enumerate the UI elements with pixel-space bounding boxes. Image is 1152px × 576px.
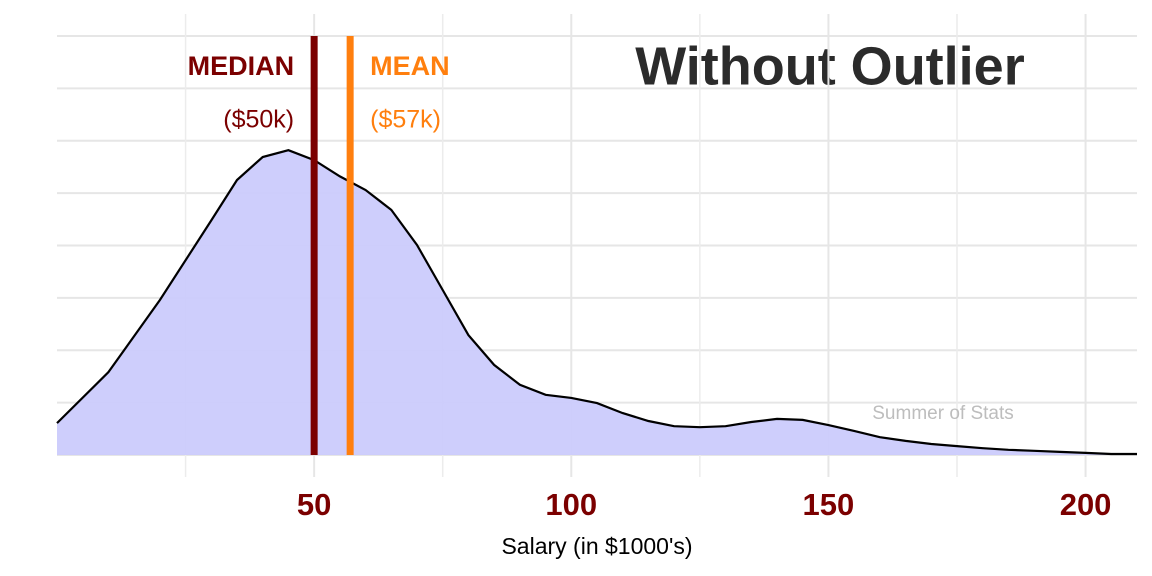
marker-label: MEAN xyxy=(370,51,450,81)
x-tick-label: 200 xyxy=(1060,487,1112,522)
x-tick-label: 150 xyxy=(803,487,855,522)
marker-value-label: ($57k) xyxy=(370,106,441,134)
density-area xyxy=(57,150,1137,455)
marker-label: MEDIAN xyxy=(188,51,295,81)
density-line xyxy=(56,149,1137,456)
x-tick-label: 50 xyxy=(297,487,331,522)
x-tick-label: 100 xyxy=(545,487,597,522)
chart-title: Without Outlier xyxy=(635,36,1024,96)
watermark: Summer of Stats xyxy=(872,403,1014,424)
x-axis-label: Salary (in $1000's) xyxy=(501,533,692,559)
marker-value-label: ($50k) xyxy=(223,106,294,134)
